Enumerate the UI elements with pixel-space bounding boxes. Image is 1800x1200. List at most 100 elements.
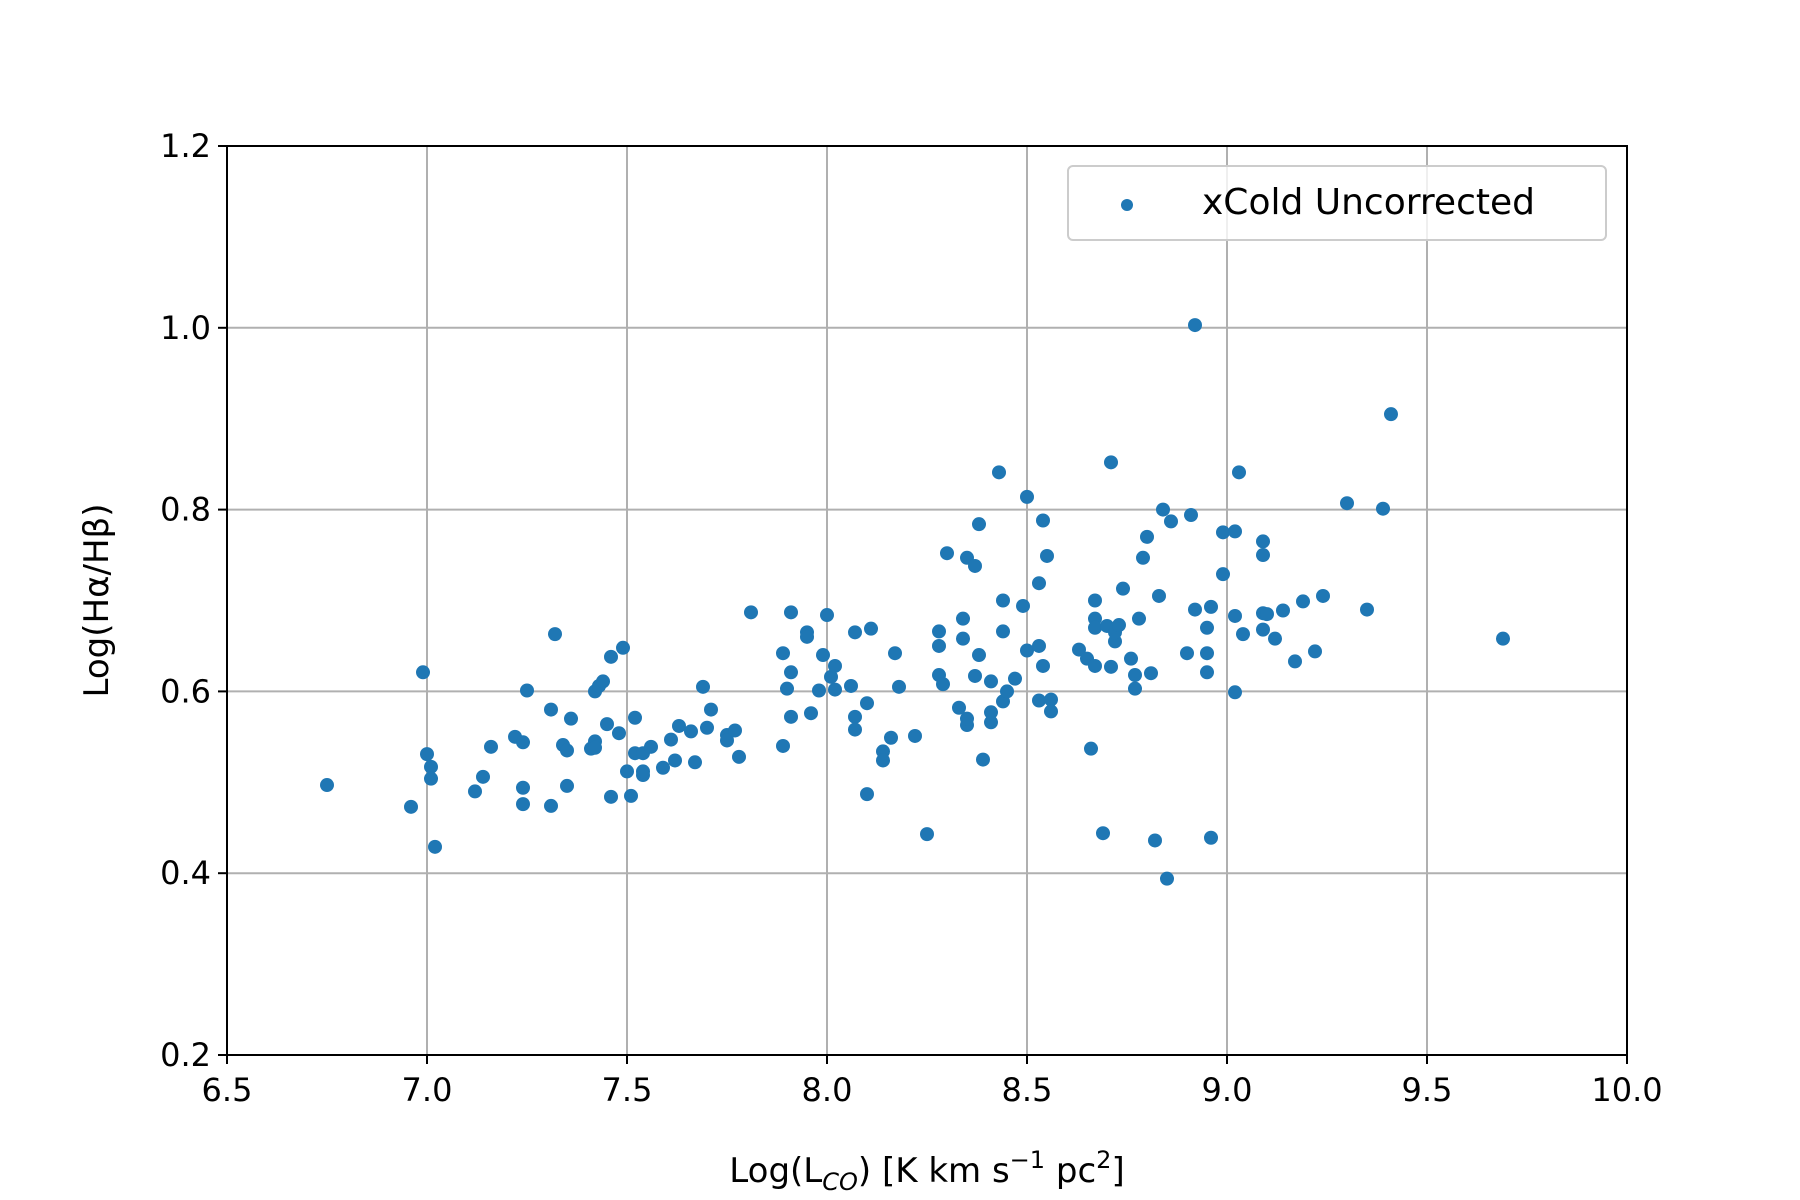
data-point <box>876 753 890 768</box>
legend: xCold Uncorrected <box>1067 165 1607 241</box>
data-point <box>800 629 814 644</box>
x-tick-label: 10.0 <box>1591 1071 1662 1109</box>
data-point <box>1200 646 1214 661</box>
data-point <box>1116 581 1130 596</box>
x-tick-label: 9.5 <box>1402 1071 1453 1109</box>
data-point <box>1204 830 1218 845</box>
data-point <box>1044 704 1058 719</box>
data-point <box>1036 658 1050 673</box>
data-point <box>636 764 650 779</box>
data-point <box>996 593 1010 608</box>
data-point <box>428 839 442 854</box>
data-point <box>320 778 334 793</box>
data-point <box>1256 548 1270 563</box>
data-point <box>828 658 842 673</box>
data-point <box>1360 602 1374 617</box>
data-point <box>1216 567 1230 582</box>
data-point <box>1340 496 1354 511</box>
data-point <box>960 711 974 726</box>
data-point <box>1124 651 1138 666</box>
data-point <box>1496 631 1510 646</box>
data-points <box>320 318 1510 886</box>
data-point <box>732 749 746 764</box>
data-point <box>620 764 634 779</box>
x-tick-label: 9.0 <box>1202 1071 1253 1109</box>
x-axis-label-main: Log(L <box>729 1151 822 1191</box>
data-point <box>820 608 834 623</box>
data-point <box>860 696 874 711</box>
data-point <box>1088 593 1102 608</box>
data-point <box>1296 594 1310 609</box>
data-point <box>704 702 718 717</box>
x-axis-label-unit-end: ] <box>1111 1151 1124 1191</box>
data-point <box>664 732 678 747</box>
data-point <box>1228 608 1242 623</box>
data-point <box>468 784 482 799</box>
data-point <box>972 648 986 663</box>
data-point <box>1088 620 1102 635</box>
data-point <box>848 709 862 724</box>
data-point <box>804 706 818 721</box>
legend-marker <box>1121 199 1133 211</box>
data-point <box>1180 646 1194 661</box>
data-point <box>1228 524 1242 539</box>
data-point <box>720 733 734 748</box>
data-point <box>968 668 982 683</box>
data-point <box>936 677 950 692</box>
data-point <box>520 683 534 698</box>
data-point <box>940 546 954 561</box>
data-point <box>1232 465 1246 480</box>
data-point <box>1128 668 1142 683</box>
data-point <box>624 788 638 803</box>
y-tick-label: 0.2 <box>160 1036 211 1074</box>
data-point <box>544 702 558 717</box>
data-point <box>848 625 862 640</box>
x-axis-label-subscript: CO <box>822 1168 858 1196</box>
data-point <box>1160 871 1174 886</box>
data-point <box>1136 550 1150 565</box>
data-point <box>1376 501 1390 516</box>
data-point <box>884 730 898 745</box>
data-point <box>1072 642 1086 657</box>
data-point <box>996 624 1010 639</box>
data-point <box>1132 611 1146 626</box>
data-point <box>1088 658 1102 673</box>
data-point <box>1184 508 1198 523</box>
data-point <box>816 648 830 663</box>
data-point <box>888 646 902 661</box>
data-point <box>1164 514 1178 529</box>
data-point <box>864 621 878 636</box>
data-point <box>1016 598 1030 613</box>
data-point <box>744 605 758 620</box>
data-point <box>812 683 826 698</box>
data-point <box>992 465 1006 480</box>
data-point <box>1104 659 1118 674</box>
data-point <box>560 778 574 793</box>
data-point <box>1256 622 1270 637</box>
data-point <box>700 720 714 735</box>
data-point <box>892 679 906 694</box>
y-axis-label: Log(Hα/Hβ) <box>77 504 117 698</box>
data-point <box>984 674 998 689</box>
data-point <box>548 627 562 642</box>
x-axis-ticks: 6.5 7.0 7.5 8.0 8.5 9.0 9.5 10.0 <box>202 1055 1663 1109</box>
data-point <box>424 771 438 786</box>
data-point <box>672 718 686 733</box>
x-axis-label-superscript-1: −1 <box>1010 1146 1045 1174</box>
data-point <box>1148 833 1162 848</box>
x-axis-label: Log(LCO) [K km s−1 pc2] <box>729 1146 1124 1196</box>
data-point <box>776 646 790 661</box>
data-point <box>1288 654 1302 669</box>
data-point <box>1104 455 1118 470</box>
data-point <box>908 728 922 743</box>
data-point <box>516 797 530 812</box>
data-point <box>1036 513 1050 528</box>
x-tick-label: 8.5 <box>1002 1071 1053 1109</box>
y-tick-label: 1.0 <box>160 309 211 347</box>
data-point <box>728 723 742 738</box>
data-point <box>516 735 530 750</box>
data-point <box>1268 631 1282 646</box>
y-tick-label: 0.8 <box>160 491 211 529</box>
data-point <box>1216 525 1230 540</box>
